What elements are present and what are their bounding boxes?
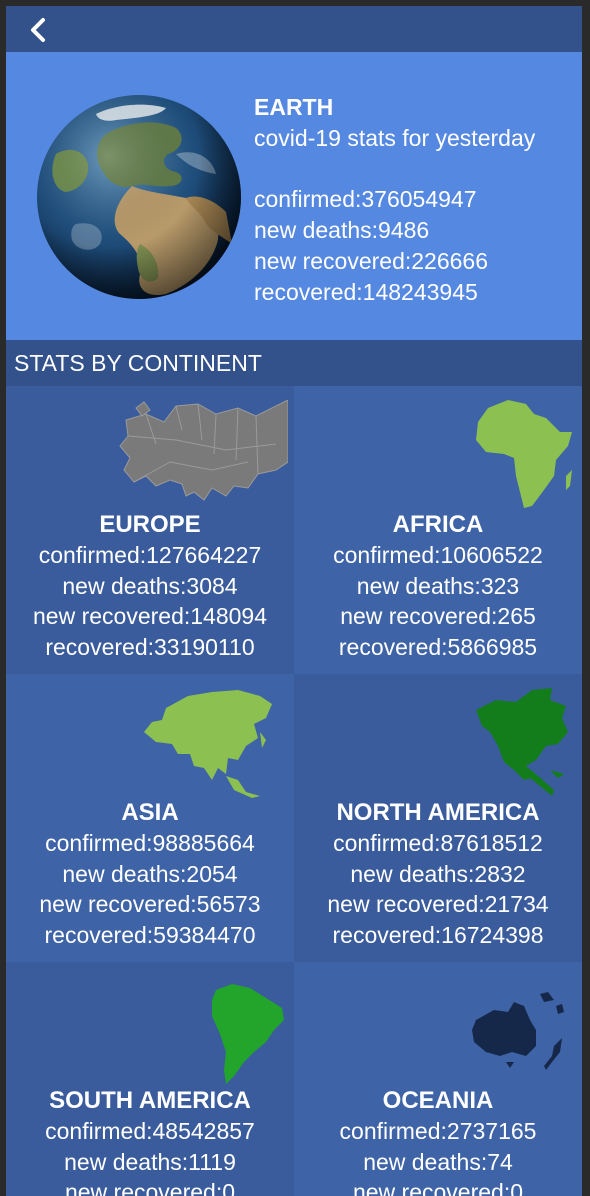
continent-confirmed: confirmed:10606522 xyxy=(333,542,543,568)
earth-new-deaths: new deaths:9486 xyxy=(254,217,430,243)
continent-recovered: recovered:5866985 xyxy=(338,633,538,660)
continent-confirmed: confirmed:2737165 xyxy=(339,1118,537,1144)
earth-stats: EARTH covid-19 stats for yesterday confi… xyxy=(254,92,535,308)
continent-new-deaths: new deaths:1119 xyxy=(64,1148,236,1175)
continent-card-africa[interactable]: AFRICA confirmed:10606522 new deaths:323… xyxy=(294,386,582,674)
continent-new-deaths: new deaths:2832 xyxy=(350,860,526,887)
continent-confirmed: confirmed:98885664 xyxy=(45,830,255,856)
continent-name: AFRICA xyxy=(392,511,484,538)
continent-card-europe[interactable]: EUROPE confirmed:127664227 new deaths:30… xyxy=(6,386,294,674)
continent-new-deaths: new deaths:74 xyxy=(363,1148,513,1175)
continent-stats: confirmed:98885664 new deaths:2054 new r… xyxy=(6,828,294,950)
continent-card-oceania[interactable]: OCEANIA confirmed:2737165 new deaths:74 … xyxy=(294,962,582,1196)
continent-stats: confirmed:48542857 new deaths:1119 new r… xyxy=(6,1116,294,1196)
continent-stats: confirmed:87618512 new deaths:2832 new r… xyxy=(294,828,582,950)
continent-recovered: recovered:33190110 xyxy=(45,633,255,660)
continent-new-deaths: new deaths:2054 xyxy=(62,860,238,887)
continent-new-recovered: new recovered:0 xyxy=(64,1179,236,1196)
europe-map-icon xyxy=(119,400,288,501)
continent-new-recovered: new recovered:148094 xyxy=(33,603,267,629)
continent-new-recovered: new recovered:0 xyxy=(352,1179,524,1196)
earth-title: EARTH xyxy=(254,94,334,120)
earth-recovered: recovered:148243945 xyxy=(254,279,478,305)
continent-new-recovered: new recovered:21734 xyxy=(327,891,549,917)
earth-summary-card: EARTH covid-19 stats for yesterday confi… xyxy=(6,52,582,340)
continent-confirmed: confirmed:48542857 xyxy=(45,1118,255,1144)
continent-recovered: recovered:16724398 xyxy=(332,921,544,948)
continent-confirmed: confirmed:127664227 xyxy=(38,542,262,568)
continent-name: OCEANIA xyxy=(382,1087,494,1114)
continent-new-recovered: new recovered:56573 xyxy=(39,891,261,917)
earth-new-recovered: new recovered:226666 xyxy=(254,248,488,274)
chevron-left-icon xyxy=(31,18,45,42)
section-title: STATS BY CONTINENT xyxy=(6,340,582,386)
continent-card-asia[interactable]: ASIA confirmed:98885664 new deaths:2054 … xyxy=(6,674,294,962)
continent-confirmed: confirmed:87618512 xyxy=(333,830,543,856)
back-button[interactable] xyxy=(22,14,56,46)
continent-stats: confirmed:10606522 new deaths:323 new re… xyxy=(294,540,582,662)
continent-name: ASIA xyxy=(121,799,179,826)
continent-new-deaths: new deaths:323 xyxy=(356,572,520,599)
earth-subtitle: covid-19 stats for yesterday xyxy=(254,125,536,151)
north-america-map-icon xyxy=(476,688,568,796)
earth-globe-icon xyxy=(37,95,241,299)
app-screen: EARTH covid-19 stats for yesterday confi… xyxy=(6,6,582,1196)
asia-map-icon xyxy=(144,690,272,798)
continent-new-deaths: new deaths:3084 xyxy=(62,572,238,599)
top-app-bar xyxy=(6,6,582,52)
continent-name: SOUTH AMERICA xyxy=(49,1087,251,1114)
oceania-map-icon xyxy=(472,992,564,1070)
continent-card-north-america[interactable]: NORTH AMERICA confirmed:87618512 new dea… xyxy=(294,674,582,962)
continent-stats: confirmed:2737165 new deaths:74 new reco… xyxy=(294,1116,582,1196)
continent-stats: confirmed:127664227 new deaths:3084 new … xyxy=(6,540,294,662)
continent-card-south-america[interactable]: SOUTH AMERICA confirmed:48542857 new dea… xyxy=(6,962,294,1196)
africa-map-icon xyxy=(476,400,572,508)
continent-recovered: recovered:59384470 xyxy=(44,921,256,948)
continent-new-recovered: new recovered:265 xyxy=(340,603,536,629)
south-america-map-icon xyxy=(212,984,284,1084)
earth-confirmed: confirmed:376054947 xyxy=(254,186,477,212)
continent-name: NORTH AMERICA xyxy=(336,799,540,826)
continent-name: EUROPE xyxy=(99,511,201,538)
